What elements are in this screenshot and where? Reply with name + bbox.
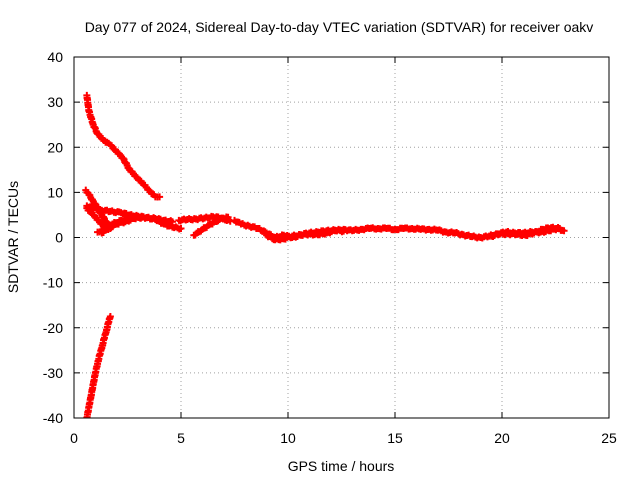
series-track-j bbox=[487, 223, 564, 240]
x-tick-label: 25 bbox=[601, 430, 617, 446]
series-layer bbox=[82, 91, 568, 418]
series-track-a bbox=[83, 91, 164, 201]
data-point bbox=[177, 224, 185, 232]
x-tick-label: 10 bbox=[280, 430, 296, 446]
y-tick-label: 20 bbox=[47, 139, 63, 155]
y-tick-label: -10 bbox=[43, 275, 63, 291]
x-tick-label: 0 bbox=[70, 430, 78, 446]
x-axis-label: GPS time / hours bbox=[288, 458, 395, 474]
series-track-k bbox=[83, 312, 114, 418]
x-tick-label: 15 bbox=[387, 430, 403, 446]
data-point bbox=[145, 186, 153, 194]
y-tick-label: -20 bbox=[43, 320, 63, 336]
data-point bbox=[106, 312, 114, 320]
x-axis: 0 5 10 15 20 25 bbox=[70, 57, 617, 446]
data-point bbox=[224, 213, 232, 221]
y-tick-label: -30 bbox=[43, 365, 63, 381]
x-tick-label: 5 bbox=[177, 430, 185, 446]
y-axis-label: SDTVAR / TECUs bbox=[5, 181, 21, 293]
data-point bbox=[156, 193, 164, 201]
chart-title: Day 077 of 2024, Sidereal Day-to-day VTE… bbox=[85, 19, 594, 35]
y-tick-label: 40 bbox=[47, 49, 63, 65]
data-point bbox=[556, 224, 564, 232]
y-tick-label: 30 bbox=[47, 94, 63, 110]
data-point bbox=[340, 227, 348, 235]
plot-area bbox=[82, 91, 568, 418]
grid bbox=[74, 57, 609, 418]
series-track-g bbox=[190, 213, 232, 239]
y-axis: -40 -30 -20 -10 0 10 20 30 40 bbox=[43, 49, 609, 426]
x-tick-label: 20 bbox=[494, 430, 510, 446]
y-tick-label: 10 bbox=[47, 184, 63, 200]
data-point bbox=[168, 218, 176, 226]
series-track-i bbox=[263, 226, 348, 244]
series-track-e bbox=[100, 213, 176, 233]
y-tick-label: -40 bbox=[43, 410, 63, 426]
y-tick-label: 0 bbox=[55, 230, 63, 246]
data-point bbox=[560, 227, 568, 235]
